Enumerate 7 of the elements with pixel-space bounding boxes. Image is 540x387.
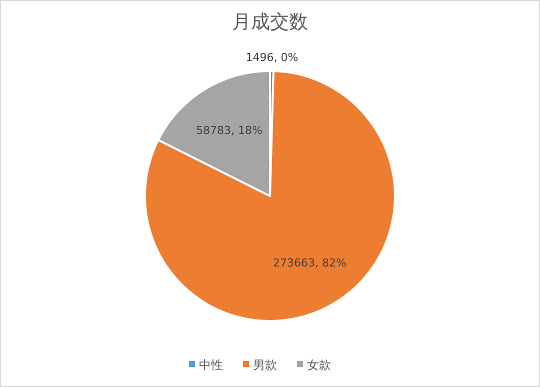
legend-label: 女款: [307, 358, 331, 372]
chart-title: 月成交数: [232, 11, 308, 33]
legend-label: 中性: [199, 358, 223, 372]
data-label: 273663, 82%: [273, 256, 346, 270]
legend-label: 男款: [253, 358, 277, 372]
data-label: 1496, 0%: [246, 51, 298, 64]
data-label: 58783, 18%: [196, 124, 263, 138]
